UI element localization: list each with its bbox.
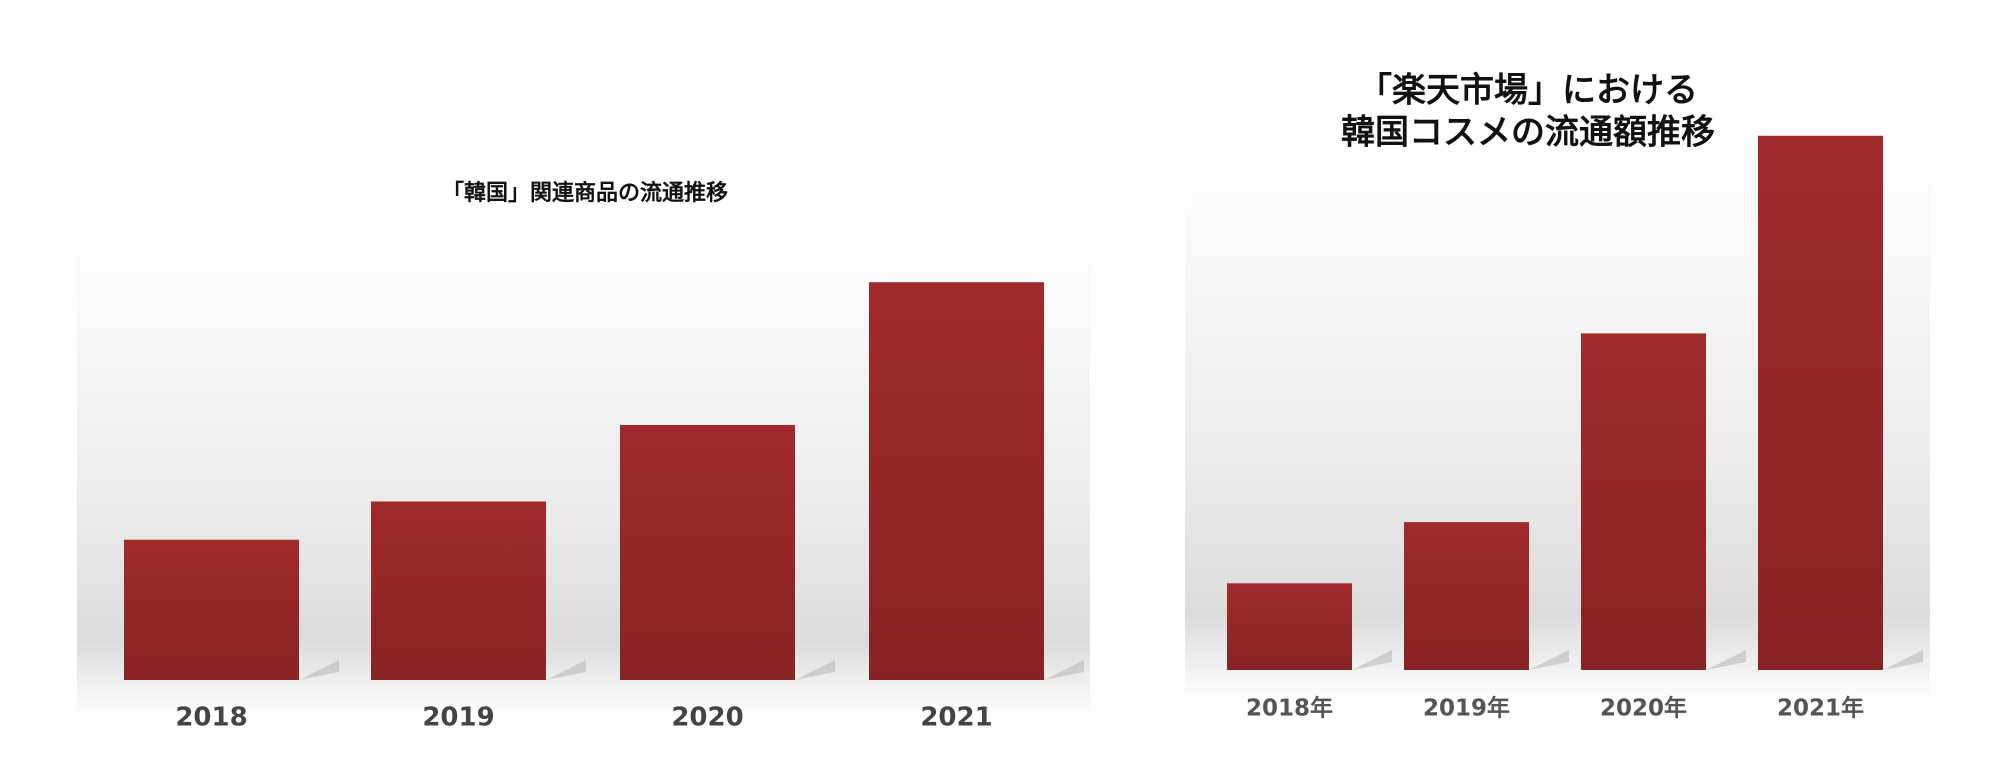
x-tick-label: 2018年 [1246, 695, 1333, 722]
bar-shadow [546, 660, 586, 680]
bar-shade [1758, 135, 1883, 670]
x-tick-label: 2020 [671, 703, 743, 733]
chart-title: 「楽天市場」における [1358, 71, 1698, 111]
bar-shade [869, 282, 1044, 680]
bar-shadow [1352, 650, 1392, 670]
x-tick-label: 2021 [920, 703, 992, 733]
chart-title: 「韓国」関連商品の流通推移 [442, 180, 728, 206]
chart-title: 韓国コスメの流通額推移 [1341, 113, 1715, 153]
x-tick-label: 2019年 [1423, 695, 1510, 722]
bar-shade [1404, 522, 1529, 670]
x-tick-label: 2019 [422, 703, 494, 733]
bar-shadow [1706, 650, 1746, 670]
x-tick-label: 2020年 [1600, 695, 1687, 722]
bar-shade [620, 425, 795, 680]
bar-shadow [1529, 650, 1569, 670]
bar-shade [124, 539, 299, 680]
bar-shade [1227, 583, 1352, 670]
x-tick-label: 2018 [175, 703, 247, 733]
bar-shadow [1883, 650, 1923, 670]
x-tick-label: 2021年 [1777, 695, 1864, 722]
bar-shade [371, 501, 546, 680]
bar-shade [1581, 333, 1706, 670]
bar-shadow [1044, 660, 1084, 680]
bar-shadow [795, 660, 835, 680]
bar-shadow [299, 660, 339, 680]
